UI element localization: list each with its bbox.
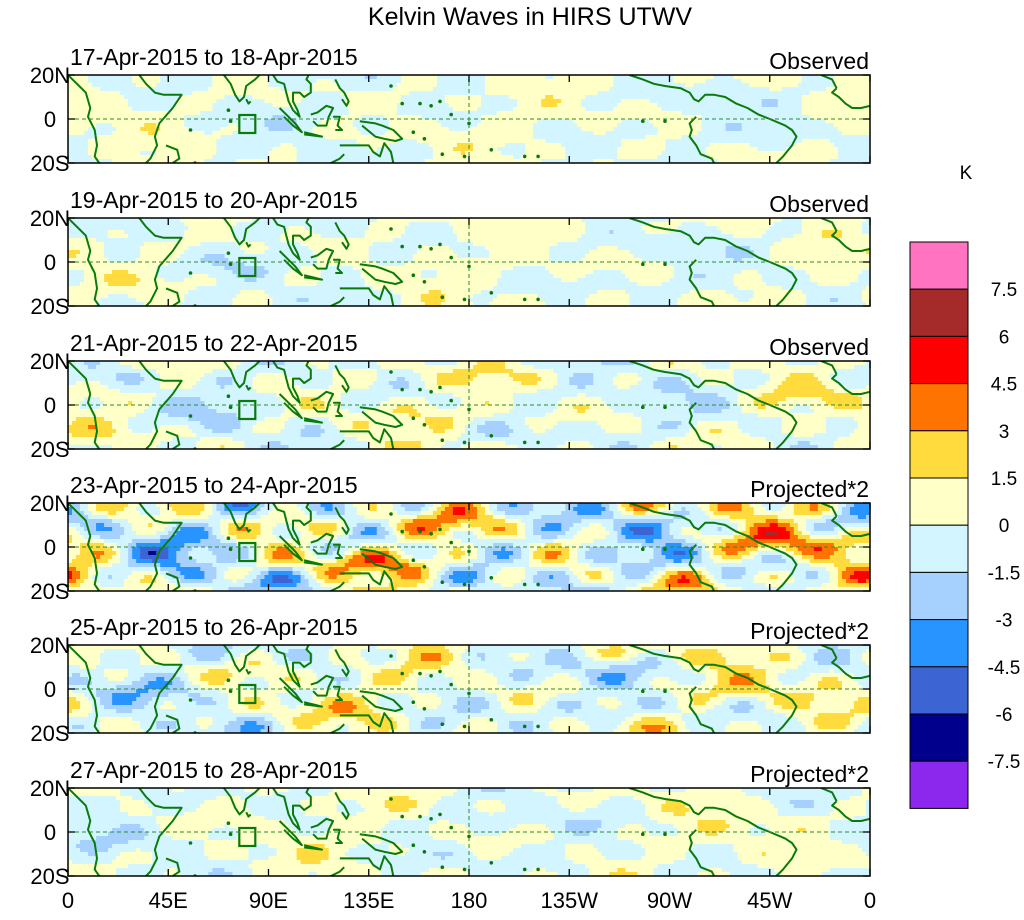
coastlines (68, 788, 870, 876)
x-axis: 0 45E 90E 135E 180 135W 90W 45W 0 (62, 888, 876, 913)
reference-box (238, 256, 257, 278)
coastlines (68, 75, 870, 163)
x-tick-label: 90W (647, 888, 692, 913)
colorbar-swatch (909, 619, 969, 668)
coastlines (68, 503, 870, 591)
colorbar: K 7.5 6 4.5 3 1.5 0 -1.5 -3 -4.5 -6 -7.5 (909, 163, 1021, 809)
y-tick-label: 20N (30, 206, 70, 231)
colorbar-label: 0 (999, 516, 1010, 537)
y-tick-label: 0 (44, 677, 56, 702)
y-tick-label: 20N (30, 349, 70, 374)
y-tick-label: 20N (30, 776, 70, 801)
y-tick-label: 0 (44, 393, 56, 418)
panel-date-range: 25-Apr-2015 to 26-Apr-2015 (70, 614, 358, 640)
panel-date-range: 27-Apr-2015 to 28-Apr-2015 (70, 757, 358, 783)
panel-type-label: Observed (769, 191, 869, 217)
colorbar-label: 7.5 (991, 280, 1017, 301)
heatmap-field (68, 503, 870, 591)
y-tick-label: 0 (44, 535, 56, 560)
heatmap-field (68, 75, 870, 163)
panel-type-label: Observed (769, 334, 869, 360)
x-tick-label: 0 (864, 888, 876, 913)
panel-1: 20N 0 20S 17-Apr-2015 to 18-Apr-2015 Observe… (30, 44, 871, 176)
y-tick-label: 20S (30, 294, 69, 319)
panel-date-range: 21-Apr-2015 to 22-Apr-2015 (70, 330, 358, 356)
coastlines (68, 645, 870, 733)
y-tick-label: 20N (30, 63, 70, 88)
panel-5: 20N 0 20S 25-Apr-2015 to 26-Apr-2015 Project… (30, 614, 871, 746)
colorbar-label: 4.5 (991, 375, 1017, 396)
panels-group: 20N 0 20S 17-Apr-2015 to 18-Apr-2015 Observe… (30, 44, 871, 889)
x-tick-label: 90E (249, 888, 288, 913)
reference-box (238, 113, 257, 135)
colorbar-swatch (909, 713, 969, 762)
reference-box (238, 541, 257, 563)
coastlines (68, 361, 870, 449)
reference-box (238, 399, 257, 421)
colorbar-label: -7.5 (988, 752, 1021, 773)
y-tick-label: 20S (30, 437, 69, 462)
heatmap-field (68, 645, 870, 733)
y-tick-label: 20S (30, 864, 69, 889)
y-tick-label: 20S (30, 151, 69, 176)
colorbar-swatch (909, 571, 969, 621)
colorbar-label: -6 (996, 705, 1013, 726)
colorbar-swatch (909, 383, 969, 432)
panel-type-label: Observed (769, 48, 869, 74)
x-tick-label: 135E (343, 888, 394, 913)
y-tick-label: 0 (44, 250, 56, 275)
heatmap-field (68, 361, 870, 449)
x-tick-label: 45W (747, 888, 792, 913)
reference-box (238, 683, 257, 705)
panel-date-range: 17-Apr-2015 to 18-Apr-2015 (70, 44, 358, 70)
y-tick-label: 20N (30, 633, 70, 658)
panel-type-label: Projected*2 (750, 618, 869, 644)
colorbar-label: -4.5 (988, 658, 1021, 679)
panel-type-label: Projected*2 (750, 476, 869, 502)
colorbar-unit-label: K (960, 163, 973, 184)
chart-title: Kelvin Waves in HIRS UTWV (368, 3, 692, 31)
colorbar-label: 3 (999, 422, 1010, 443)
colorbar-swatch (909, 666, 969, 715)
panel-date-range: 19-Apr-2015 to 20-Apr-2015 (70, 187, 358, 213)
y-tick-label: 0 (44, 107, 56, 132)
panel-3: 20N 0 20S 21-Apr-2015 to 22-Apr-2015 Observe… (30, 330, 871, 462)
panel-4: 20N 0 20S 23-Apr-2015 to 24-Apr-2015 Project… (30, 472, 871, 604)
colorbar-swatch (909, 760, 969, 809)
y-tick-label: 20S (30, 721, 69, 746)
y-tick-label: 20N (30, 491, 70, 516)
colorbar-label: -1.5 (988, 563, 1021, 584)
heatmap-field (68, 218, 870, 306)
colorbar-swatch (909, 335, 969, 385)
x-tick-label: 0 (62, 888, 74, 913)
colorbar-label: -3 (996, 611, 1013, 632)
x-tick-label: 45E (149, 888, 188, 913)
panel-6: 20N 0 20S 27-Apr-2015 to 28-Apr-2015 Project… (30, 757, 871, 889)
colorbar-swatch (909, 288, 969, 337)
colorbar-swatch (909, 477, 969, 526)
panel-date-range: 23-Apr-2015 to 24-Apr-2015 (70, 472, 358, 498)
colorbar-label: 6 (999, 327, 1010, 348)
colorbar-swatch (909, 524, 969, 573)
y-tick-label: 0 (44, 820, 56, 845)
x-tick-label: 135W (541, 888, 599, 913)
colorbar-swatch (909, 241, 969, 290)
y-tick-label: 20S (30, 579, 69, 604)
x-tick-label: 180 (451, 888, 488, 913)
reference-box (238, 826, 257, 848)
heatmap-field (68, 788, 870, 876)
panel-2: 20N 0 20S 19-Apr-2015 to 20-Apr-2015 Observe… (30, 187, 871, 319)
colorbar-label: 1.5 (991, 469, 1017, 490)
colorbar-swatch (909, 430, 969, 479)
panel-type-label: Projected*2 (750, 761, 869, 787)
